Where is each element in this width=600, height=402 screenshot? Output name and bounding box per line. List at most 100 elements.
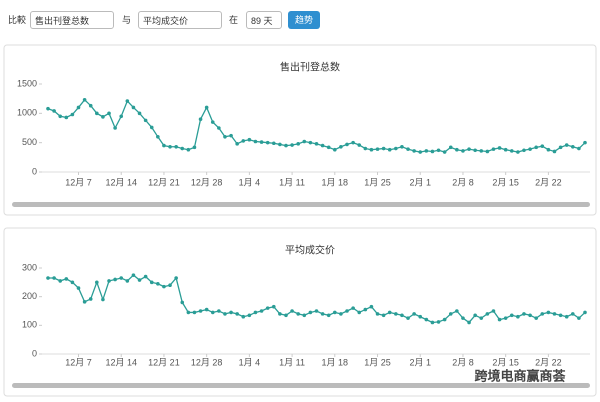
point (442, 317, 447, 322)
point (424, 149, 429, 153)
x-tick-label: 2月 22 (535, 357, 562, 367)
point (204, 307, 209, 312)
label: 在 (229, 15, 239, 25)
point (64, 277, 69, 281)
point (125, 279, 130, 283)
point (52, 109, 56, 113)
point (552, 312, 557, 316)
point (461, 316, 465, 320)
point (363, 146, 368, 151)
point (375, 147, 380, 151)
x-tick-label: 2月 15 (492, 177, 519, 187)
point (137, 111, 142, 116)
point (583, 140, 587, 145)
point (522, 312, 526, 316)
button[interactable]: 趋势 (288, 11, 320, 29)
select[interactable]: 平均成交价 (138, 11, 222, 29)
point (455, 309, 459, 313)
point (247, 313, 252, 318)
point (204, 105, 209, 110)
point (357, 143, 362, 147)
point (64, 115, 69, 120)
point (223, 135, 227, 139)
point (198, 309, 203, 313)
point (290, 309, 294, 313)
x-tick-label: 1月 11 (279, 357, 305, 367)
point (522, 148, 526, 153)
point (473, 148, 477, 153)
x-tick-label: 2月 1 (409, 177, 431, 187)
point (271, 304, 276, 309)
y-tick-label: 300 (22, 262, 37, 272)
point (113, 126, 117, 130)
point (88, 297, 93, 301)
point (320, 312, 325, 316)
select[interactable]: 售出刊登总数 (30, 11, 114, 29)
point (351, 306, 355, 310)
point (119, 114, 124, 119)
point (241, 314, 246, 319)
point (290, 143, 294, 147)
point (186, 147, 191, 152)
x-tick-label: 1月 4 (239, 357, 261, 367)
x-tick-label: 2月 8 (452, 177, 474, 187)
point (534, 145, 538, 150)
point (241, 139, 246, 143)
point (326, 145, 331, 150)
point (552, 149, 557, 154)
select[interactable]: 89 天 (246, 11, 282, 29)
point (107, 279, 111, 283)
y-tick-label: 200 (22, 291, 37, 301)
point (101, 115, 105, 119)
point (101, 297, 105, 302)
y-tick-label: 500 (22, 137, 37, 147)
point (168, 283, 172, 288)
point (302, 139, 307, 144)
point (70, 112, 75, 117)
x-tick-label: 12月 7 (65, 357, 92, 367)
point (558, 313, 563, 318)
y-tick-label: 0 (32, 348, 37, 358)
point (149, 280, 154, 285)
chart-title: 售出刊登总数 (280, 61, 340, 74)
point (570, 312, 575, 316)
point (302, 313, 307, 318)
point (412, 312, 416, 316)
point (333, 310, 337, 315)
point (76, 105, 81, 110)
y-tick-label: 1500 (17, 78, 37, 88)
point (46, 276, 50, 280)
point (192, 145, 197, 150)
point (375, 312, 380, 316)
point (259, 140, 264, 144)
point (131, 105, 136, 110)
point (400, 313, 404, 318)
point (52, 276, 56, 280)
point (461, 149, 465, 153)
x-tick-label: 2月 22 (535, 177, 562, 187)
point (320, 143, 325, 148)
point (229, 133, 233, 138)
point (503, 316, 508, 320)
point (192, 310, 197, 315)
x-tick-label: 1月 25 (364, 177, 391, 187)
x-tick-label: 12月 14 (105, 357, 137, 367)
x-tick-label: 12月 7 (65, 177, 92, 187)
x-tick-label: 12月 21 (148, 357, 180, 367)
point (387, 310, 392, 315)
point (509, 149, 514, 153)
point (326, 313, 331, 318)
scrollbar[interactable] (12, 202, 590, 207)
x-tick-label: 1月 4 (239, 177, 261, 187)
point (345, 142, 349, 147)
point (436, 148, 441, 153)
point (546, 310, 551, 315)
point (156, 135, 160, 139)
point (497, 317, 502, 322)
point (473, 313, 477, 318)
point (149, 125, 154, 130)
point (363, 307, 368, 312)
scrollbar[interactable] (12, 383, 590, 388)
point (259, 309, 264, 313)
point (558, 145, 563, 150)
